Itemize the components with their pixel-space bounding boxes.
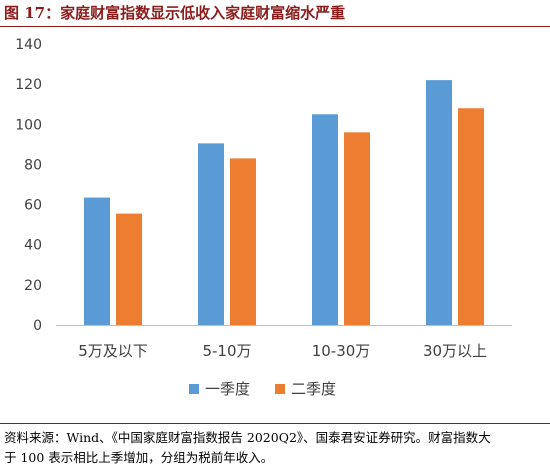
source-line-1: 资料来源：Wind、《中国家庭财富指数报告 2020Q2》、国泰君安证券研究。财…: [4, 430, 491, 445]
legend-swatch: [189, 384, 199, 394]
legend-label: 二季度: [291, 380, 336, 398]
bar-q1: [84, 197, 110, 325]
x-category-label: 30万以上: [423, 342, 487, 360]
x-axis: 5万及以下 5-10万 10-30万 30万以上: [56, 325, 512, 360]
y-axis: 0 20 40 60 80 100 120 140: [15, 37, 42, 334]
bar-q1: [198, 143, 224, 325]
y-tick-label: 40: [24, 238, 42, 254]
legend: 一季度 二季度: [189, 380, 336, 398]
figure-title: 图 17：家庭财富指数显示低收入家庭财富缩水严重: [4, 4, 346, 22]
bar-q2: [116, 213, 142, 325]
bar-q1: [426, 80, 452, 325]
bar-q2: [344, 132, 370, 325]
y-tick-label: 80: [24, 157, 42, 173]
legend-label: 一季度: [205, 380, 250, 398]
bar-q1: [312, 114, 338, 325]
x-category-label: 5万及以下: [78, 342, 148, 360]
y-tick-label: 20: [24, 278, 42, 294]
bar-chart: 0 20 40 60 80 100 120 140 5万及以下 5-10万 10-30万 30万以上…: [15, 37, 512, 398]
bar-q2: [458, 108, 484, 325]
x-category-label: 10-30万: [312, 342, 371, 360]
y-tick-label: 0: [33, 318, 42, 334]
title-rule: [0, 26, 550, 27]
source-rule: [0, 423, 550, 424]
y-tick-label: 120: [15, 77, 42, 93]
bars: [84, 80, 484, 325]
source-note: 资料来源：Wind、《中国家庭财富指数报告 2020Q2》、国泰君安证券研究。财…: [4, 428, 546, 468]
y-tick-label: 100: [15, 117, 42, 133]
legend-swatch: [275, 384, 285, 394]
y-tick-label: 60: [24, 198, 42, 214]
source-line-2: 于 100 表示相比上季增加，分组为税前年收入。: [4, 450, 274, 465]
y-tick-label: 140: [15, 37, 42, 53]
x-category-label: 5-10万: [202, 342, 251, 360]
bar-q2: [230, 158, 256, 325]
